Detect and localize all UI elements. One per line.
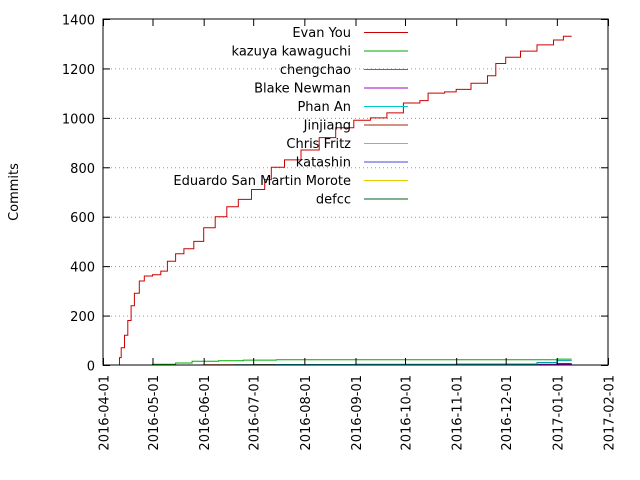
legend-label: kazuya kawaguchi — [232, 45, 351, 60]
y-tick-label: 1200 — [62, 63, 95, 78]
legend-label: chengchao — [280, 63, 351, 78]
x-tick-label: 2017-02-01 — [603, 375, 618, 451]
y-tick-label: 600 — [70, 211, 95, 226]
series-line-evan-you — [117, 35, 572, 366]
y-tick-label: 1000 — [62, 112, 95, 127]
legend: Evan You kazuya kawaguchi chengchao Blake N… — [173, 26, 408, 208]
y-axis-label: Commits — [7, 163, 22, 221]
x-tick-label: 2016-12-01 — [500, 375, 515, 451]
y-tick-label: 800 — [70, 162, 95, 177]
x-tick-label: 2016-09-01 — [350, 375, 365, 451]
plot-frame — [102, 18, 609, 366]
legend-label: defcc — [316, 193, 351, 208]
x-tick-label: 2016-05-01 — [147, 375, 162, 451]
legend-label: Chris Fritz — [286, 137, 351, 152]
x-tick-label: 2016-04-01 — [98, 375, 113, 451]
legend-label: Jinjiang — [303, 119, 351, 134]
grid-lines — [103, 68, 608, 317]
x-tick-label: 2016-06-01 — [198, 375, 213, 451]
series-line-chengchao — [203, 360, 572, 366]
x-tick-label: 2016-10-01 — [400, 375, 415, 451]
legend-label: Eduardo San Martin Morote — [173, 174, 351, 189]
legend-label: Evan You — [292, 26, 351, 41]
x-tick-label: 2016-08-01 — [299, 375, 314, 451]
y-tick-label: 0 — [87, 360, 95, 375]
legend-label: Blake Newman — [254, 82, 351, 97]
axis-ticks: 0 200 400 600 800 1000 1200 1400 2016-04-01 2016-… — [62, 14, 618, 451]
series-line-kazuya-kawaguchi — [142, 358, 572, 366]
y-tick-label: 400 — [70, 261, 95, 276]
x-tick-label: 2017-01-01 — [551, 375, 566, 451]
legend-label: katashin — [296, 156, 351, 171]
x-tick-label: 2016-07-01 — [248, 375, 263, 451]
x-tick-label: 2016-11-01 — [451, 375, 466, 451]
y-tick-label: 200 — [70, 310, 95, 325]
y-tick-label: 1400 — [62, 14, 95, 29]
legend-label: Phan An — [297, 100, 351, 115]
